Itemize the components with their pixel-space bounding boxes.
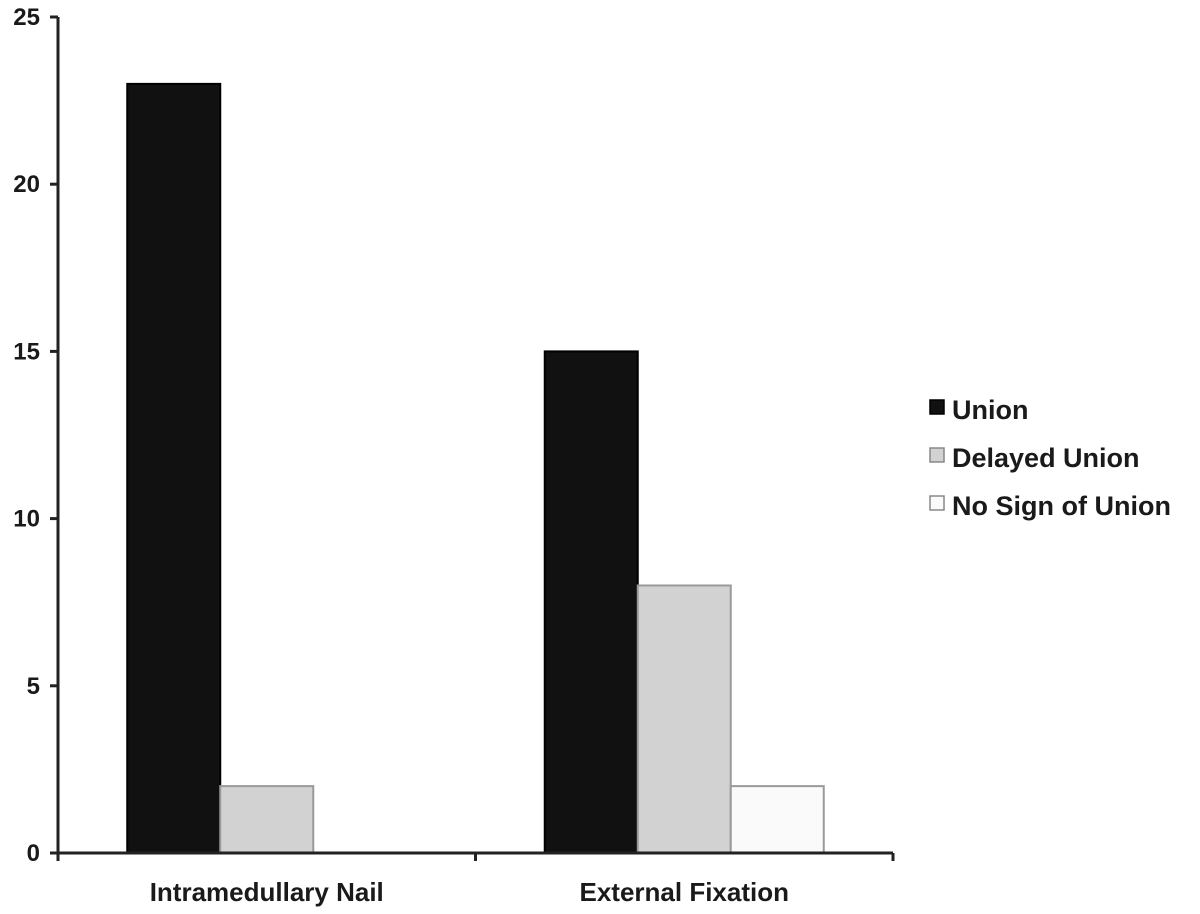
x-category-label: Intramedullary Nail <box>150 877 384 907</box>
y-tick-label: 20 <box>13 171 40 198</box>
x-category-label: External Fixation <box>580 877 790 907</box>
y-tick-label: 15 <box>13 338 40 365</box>
legend-swatch-union <box>929 399 945 415</box>
bar-union-external-fixation <box>543 350 639 854</box>
legend-label-union: Union <box>952 395 1028 425</box>
legend-swatch-delayed-union <box>929 447 945 463</box>
bar-no-sign-of-union-external-fixation <box>729 785 825 854</box>
bar-union-intramedullary-nail <box>126 82 222 854</box>
legend: Union Delayed Union No Sign of Union <box>929 395 1171 521</box>
bars-layer <box>126 82 825 854</box>
y-tick-label: 5 <box>27 673 40 700</box>
legend-label-delayed-union: Delayed Union <box>952 443 1140 473</box>
y-ticks: 0 5 10 15 20 25 <box>13 4 895 867</box>
legend-swatch-no-sign-of-union <box>929 495 945 511</box>
legend-label-no-sign-of-union: No Sign of Union <box>952 491 1171 521</box>
bar-delayed-union-intramedullary-nail <box>219 785 315 854</box>
y-tick-label: 25 <box>13 4 40 31</box>
bar-delayed-union-external-fixation <box>636 584 732 854</box>
y-tick-label: 0 <box>27 840 40 867</box>
x-category-labels: Intramedullary Nail External Fixation <box>150 877 789 907</box>
y-tick-label: 10 <box>13 506 40 533</box>
